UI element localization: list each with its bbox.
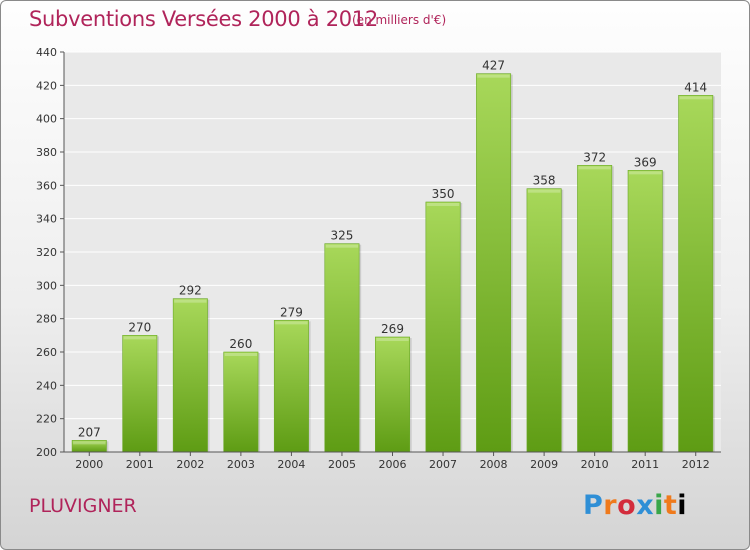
value-label: 270: [128, 320, 151, 334]
bar-highlight: [275, 321, 308, 325]
value-label: 260: [229, 337, 252, 351]
y-tick-label: 400: [36, 113, 57, 126]
y-tick-label: 320: [36, 246, 57, 259]
bar-2006: [375, 336, 410, 453]
bar-2010: [577, 165, 613, 453]
logo-letter: r: [603, 490, 618, 521]
bar-highlight: [174, 299, 207, 303]
bar-highlight: [629, 171, 662, 175]
chart-title: Subventions Versées 2000 à 2012: [29, 7, 378, 31]
bar-highlight: [477, 74, 510, 78]
y-tick-label: 440: [36, 46, 57, 59]
y-tick-label: 200: [36, 446, 57, 459]
bar-2012: [678, 95, 714, 453]
bar-highlight: [679, 96, 712, 100]
y-tick-label: 340: [36, 213, 57, 226]
chart-subtitle: (en milliers d'€): [352, 13, 447, 27]
proxiti-logo[interactable]: Proxiti: [583, 490, 687, 521]
x-tick-label: 2011: [631, 458, 659, 471]
x-tick-label: 2004: [277, 458, 305, 471]
x-tick-label: 2006: [379, 458, 407, 471]
commune-name: PLUVIGNER: [29, 495, 137, 517]
bar-highlight: [426, 203, 460, 206]
bar-2004: [273, 320, 309, 453]
bar-highlight: [376, 338, 409, 341]
bar-2003: [223, 351, 259, 453]
value-label: 414: [684, 80, 707, 94]
bar-2001: [122, 335, 158, 453]
value-label: 292: [179, 284, 202, 298]
y-tick-label: 420: [36, 79, 57, 92]
x-tick-label: 2003: [227, 458, 255, 471]
x-tick-label: 2009: [530, 458, 558, 471]
logo-letter: P: [583, 490, 604, 521]
y-tick-label: 240: [36, 379, 57, 392]
value-label: 427: [482, 59, 505, 73]
x-tick-label: 2012: [682, 458, 710, 471]
y-tick-label: 280: [36, 313, 57, 326]
value-label: 207: [78, 425, 101, 439]
bar-2005: [324, 243, 360, 453]
labels-group: 200 220 240 260 280 300 320 340 360 380 400 420 440 2…: [36, 46, 710, 471]
bar-highlight: [325, 244, 359, 248]
axes-group: [60, 51, 721, 456]
y-tick-label: 220: [36, 413, 57, 426]
bar-highlight: [224, 353, 258, 356]
bar-2002: [172, 298, 208, 453]
value-label: 325: [331, 229, 354, 243]
value-label: 372: [583, 150, 606, 164]
bar-highlight: [123, 336, 156, 340]
x-tick-label: 2000: [75, 458, 103, 471]
value-label: 279: [280, 305, 303, 319]
bars-group: [71, 73, 715, 453]
y-tick-label: 260: [36, 346, 57, 359]
bar-highlight: [73, 441, 106, 445]
x-tick-label: 2001: [126, 458, 154, 471]
logo-letter: i: [654, 490, 664, 521]
x-tick-label: 2010: [581, 458, 609, 471]
value-label: 269: [381, 322, 404, 336]
value-label: 350: [432, 187, 455, 201]
bar-highlight: [527, 189, 561, 193]
bar-2007: [425, 201, 461, 453]
bar-highlight: [578, 166, 611, 170]
y-tick-label: 300: [36, 279, 57, 292]
x-tick-label: 2002: [176, 458, 204, 471]
x-tick-label: 2008: [480, 458, 508, 471]
x-tick-label: 2005: [328, 458, 356, 471]
y-tick-label: 380: [36, 146, 57, 159]
bar-2009: [526, 188, 562, 453]
logo-letter: t: [663, 490, 678, 521]
x-tick-label: 2007: [429, 458, 457, 471]
bar-2011: [627, 170, 663, 453]
bar-2008: [476, 73, 512, 453]
y-tick-label: 360: [36, 179, 57, 192]
value-label: 358: [533, 174, 556, 188]
logo-letter: i: [677, 490, 688, 521]
logo-letter: o: [617, 490, 637, 521]
logo-letter: x: [636, 490, 655, 521]
value-label: 369: [634, 155, 657, 169]
